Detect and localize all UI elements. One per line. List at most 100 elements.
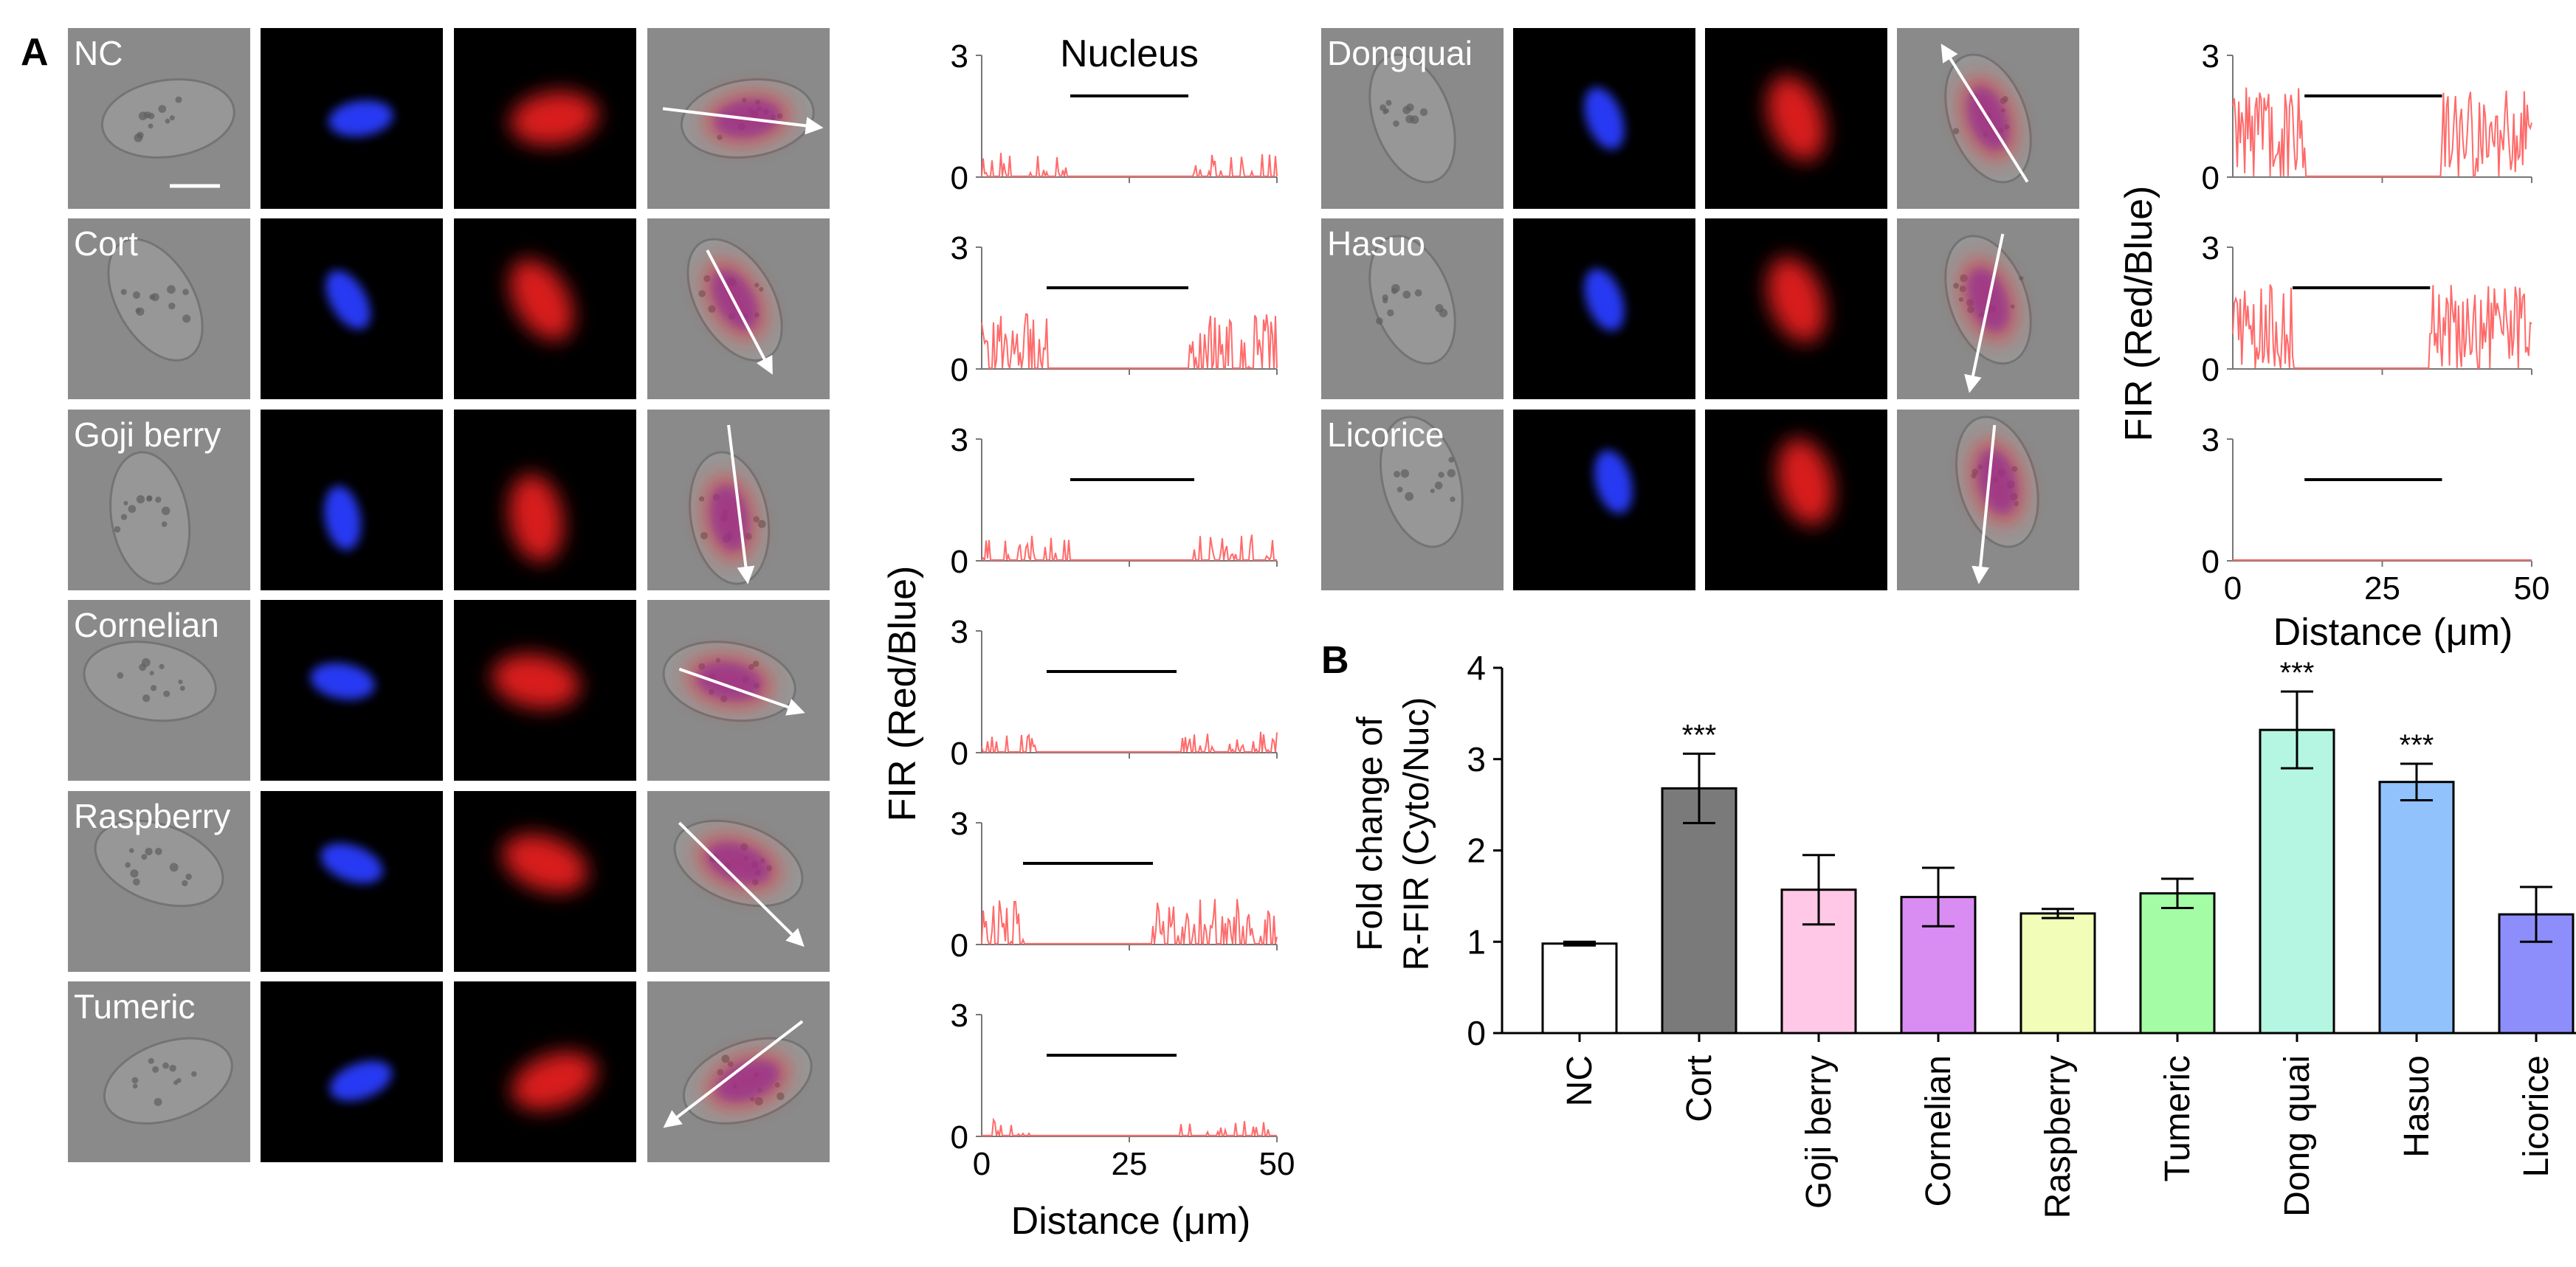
row-label-tumeric: Tumeric — [74, 987, 195, 1026]
line-profile-arrow — [727, 424, 755, 584]
micrograph-bright-goji-berry: Goji berry — [68, 410, 250, 590]
y-tick-label: 3 — [951, 806, 968, 842]
micrograph-bright-licorice: Licorice — [1321, 410, 1504, 590]
micrograph-bright-tumeric: Tumeric — [68, 981, 250, 1162]
right-profiles-xlabel: Distance (μm) — [2273, 611, 2513, 654]
bar-ylabel-line2: R-FIR (Cyto/Nuc) — [1397, 697, 1436, 971]
profile-trace — [982, 1117, 1277, 1139]
error-bar-goji-berry — [1802, 854, 1835, 926]
micrograph-blue-cornelian — [261, 600, 443, 781]
profile-trace — [2232, 284, 2532, 369]
significance-hasuo: *** — [2400, 729, 2434, 762]
y-tick-label: 3 — [2202, 230, 2219, 266]
x-tick-label: 25 — [2364, 570, 2400, 607]
micrograph-bright-raspberry: Raspberry — [68, 791, 250, 972]
bar-y-tick-label: 2 — [1467, 832, 1486, 870]
bar-category-label: Raspberry — [2039, 1055, 2078, 1218]
error-bar-nc — [1563, 940, 1596, 947]
y-tick-label: 0 — [951, 1119, 968, 1156]
error-bar-raspberry — [2042, 908, 2074, 919]
line-profile-arrow — [1940, 44, 2029, 183]
bar-category-label: Cort — [1680, 1055, 1719, 1122]
micrograph-merge-licorice — [1897, 410, 2079, 590]
row-label-nc: NC — [74, 34, 123, 72]
panel-letter-a: A — [21, 31, 49, 74]
y-tick-label: 3 — [951, 998, 968, 1034]
profile-plot-right-1: 03 — [2202, 38, 2532, 196]
micrograph-red-hasuo — [1705, 218, 1887, 399]
micrograph-red-tumeric — [454, 981, 636, 1162]
error-bar-licorice — [2520, 885, 2552, 943]
micrograph-merge-raspberry — [647, 791, 830, 972]
line-profile-arrow — [706, 249, 773, 375]
micrograph-red-licorice — [1705, 410, 1887, 590]
bar-category-label: Dong quai — [2278, 1055, 2317, 1217]
row-label-cort: Cort — [74, 224, 138, 263]
error-bar-hasuo — [2400, 762, 2433, 801]
bar-cort — [1661, 787, 1738, 1035]
error-bar-cort — [1683, 752, 1715, 824]
error-bar-dong-quai — [2281, 690, 2313, 770]
panel-letter-b: B — [1321, 639, 1349, 682]
bar-category-label: Cornelian — [1919, 1055, 1958, 1206]
line-profile-arrow — [1971, 424, 1997, 584]
profile-trace — [981, 153, 1278, 179]
y-tick-label: 0 — [2202, 352, 2219, 388]
x-tick-label: 50 — [2514, 570, 2550, 607]
bar-category-label: Hasuo — [2397, 1055, 2436, 1158]
row-label-raspberry: Raspberry — [74, 797, 230, 835]
micrograph-red-goji-berry — [454, 410, 636, 590]
micrograph-red-raspberry — [454, 791, 636, 972]
bar-tumeric — [2139, 892, 2216, 1035]
micrograph-red-dongquai — [1705, 28, 1887, 209]
profile-trace — [981, 534, 1277, 563]
micrograph-merge-cort — [647, 218, 830, 399]
y-tick-label: 0 — [951, 352, 968, 388]
profile-plot-left-1: 03 — [951, 38, 1278, 196]
y-tick-label: 0 — [951, 736, 968, 772]
y-tick-label: 0 — [951, 544, 968, 580]
error-bar-tumeric — [2161, 877, 2194, 909]
bar-chart: 0 1 2 3 4 NC *** Cort Goji berry Cornelian Raspber… — [1467, 649, 2576, 1218]
y-tick-label: 3 — [951, 38, 968, 75]
left-profiles-ylabel: FIR (Red/Blue) — [881, 566, 924, 822]
error-bar-cornelian — [1922, 866, 1955, 928]
profile-plot-right-2: 03 — [2202, 230, 2532, 388]
micrograph-bright-hasuo: Hasuo — [1321, 218, 1504, 399]
profile-plot-left-3: 03 — [951, 422, 1278, 580]
bar-dong-quai — [2259, 728, 2335, 1035]
y-tick-label: 3 — [2202, 422, 2219, 458]
micrograph-bright-cornelian: Cornelian — [68, 600, 250, 781]
row-label-licorice: Licorice — [1327, 415, 1444, 454]
line-profile-arrow — [678, 667, 805, 716]
micrograph-blue-dongquai — [1513, 28, 1695, 209]
micrograph-blue-tumeric — [261, 981, 443, 1162]
left-profiles-xlabel: Distance (μm) — [1011, 1200, 1251, 1243]
profile-plot-left-2: 03 — [951, 230, 1278, 388]
bar-y-tick-label: 0 — [1467, 1014, 1486, 1052]
y-tick-label: 3 — [951, 614, 968, 650]
micrograph-blue-goji-berry — [261, 410, 443, 590]
micrograph-red-nc — [454, 28, 636, 209]
y-tick-label: 0 — [951, 160, 968, 196]
x-tick-label: 0 — [2224, 570, 2242, 607]
bar-category-label: Goji berry — [1800, 1055, 1839, 1209]
line-profile-arrow — [663, 1020, 804, 1128]
y-tick-label: 0 — [951, 928, 968, 964]
y-tick-label: 3 — [951, 230, 968, 266]
profile-plot-left-6: 0 3 0 25 50 — [951, 998, 1295, 1182]
profile-trace — [2232, 87, 2532, 177]
y-tick-label: 3 — [2202, 38, 2219, 75]
bar-ylabel-line1: Fold change of — [1351, 717, 1390, 951]
x-tick-label: 25 — [1112, 1146, 1148, 1182]
bar-y-tick-label: 1 — [1467, 922, 1486, 961]
row-label-hasuo: Hasuo — [1327, 224, 1425, 263]
micrograph-merge-tumeric — [647, 981, 830, 1162]
row-label-dongquai: Dongquai — [1327, 34, 1473, 72]
x-tick-label: 50 — [1259, 1146, 1295, 1182]
micrograph-blue-hasuo — [1513, 218, 1695, 399]
right-profiles-ylabel: FIR (Red/Blue) — [2118, 186, 2160, 442]
